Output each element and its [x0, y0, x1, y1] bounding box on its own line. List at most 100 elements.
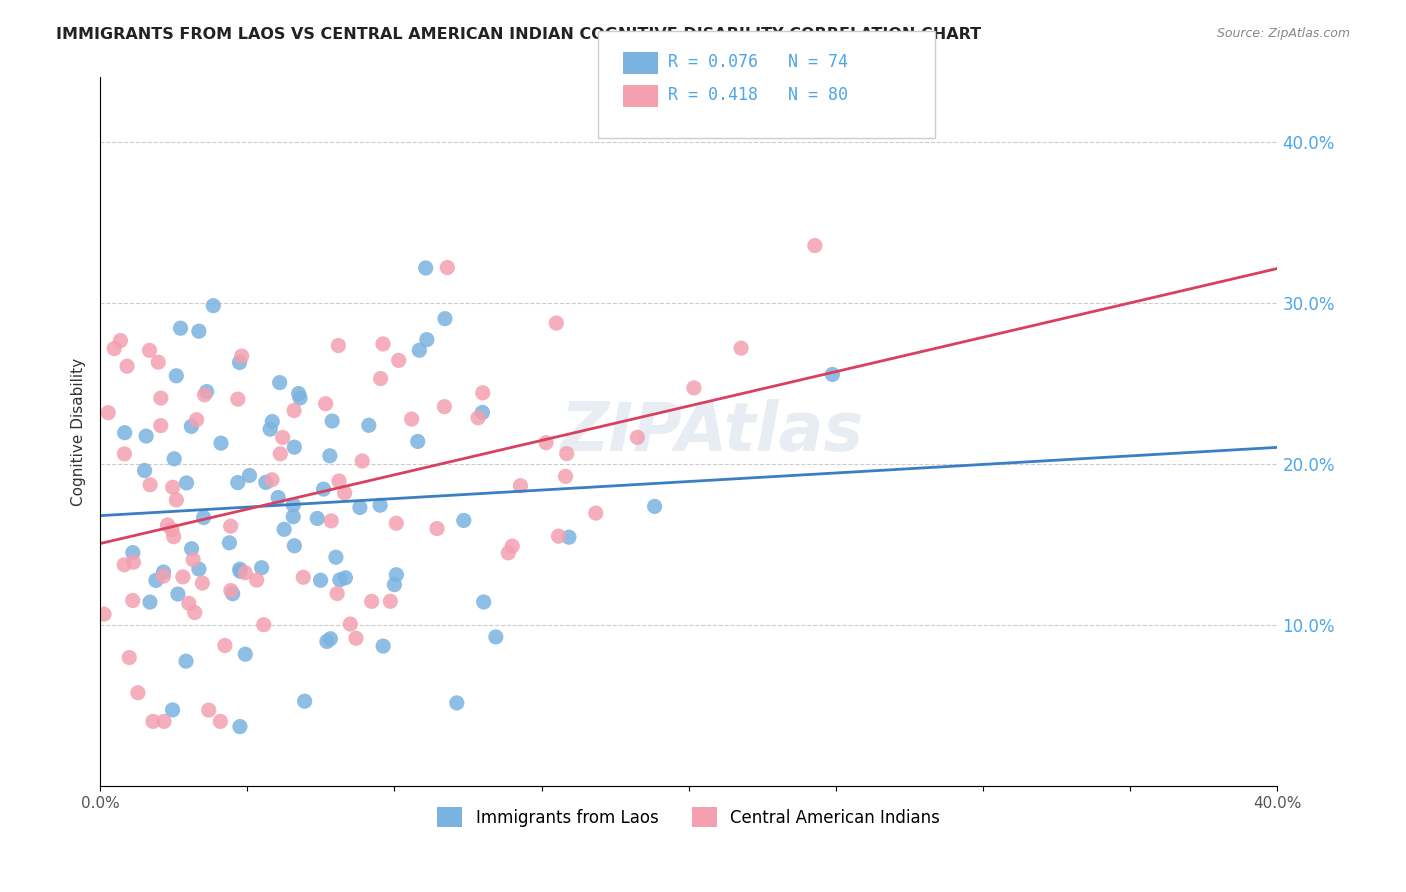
Point: [373, 639, 395, 653]
Point: [283, 440, 305, 454]
Point: [121, 546, 143, 560]
Point: [226, 475, 249, 490]
Point: [153, 714, 176, 729]
Point: [172, 570, 194, 584]
Point: [229, 720, 252, 734]
Point: [472, 595, 495, 609]
Point: [233, 566, 256, 580]
Point: [558, 530, 581, 544]
Y-axis label: Cognitive Disability: Cognitive Disability: [72, 358, 86, 506]
Point: [436, 260, 458, 275]
Point: [139, 595, 162, 609]
Point: [176, 475, 198, 490]
Point: [229, 562, 252, 576]
Point: [149, 418, 172, 433]
Point: [329, 573, 352, 587]
Point: [262, 415, 284, 429]
Point: [228, 355, 250, 369]
Point: [238, 468, 260, 483]
Point: [97, 406, 120, 420]
Point: [197, 703, 219, 717]
Point: [139, 477, 162, 491]
Point: [626, 430, 648, 444]
Point: [187, 562, 209, 576]
Point: [388, 353, 411, 368]
Point: [218, 535, 240, 549]
Point: [181, 552, 204, 566]
Point: [283, 403, 305, 417]
Point: [112, 558, 135, 572]
Point: [269, 447, 291, 461]
Point: [288, 391, 311, 405]
Point: [134, 463, 156, 477]
Point: [138, 343, 160, 358]
Text: Source: ZipAtlas.com: Source: ZipAtlas.com: [1216, 27, 1350, 40]
Text: IMMIGRANTS FROM LAOS VS CENTRAL AMERICAN INDIAN COGNITIVE DISABILITY CORRELATION: IMMIGRANTS FROM LAOS VS CENTRAL AMERICAN…: [56, 27, 981, 42]
Point: [163, 530, 186, 544]
Point: [547, 529, 569, 543]
Point: [380, 594, 402, 608]
Point: [416, 333, 439, 347]
Point: [352, 454, 374, 468]
Point: [319, 449, 342, 463]
Point: [328, 474, 350, 488]
Point: [467, 410, 489, 425]
Point: [534, 435, 557, 450]
Point: [231, 349, 253, 363]
Point: [344, 632, 367, 646]
Point: [183, 606, 205, 620]
Point: [160, 523, 183, 537]
Point: [167, 587, 190, 601]
Point: [180, 419, 202, 434]
Point: [269, 376, 291, 390]
Point: [385, 516, 408, 531]
Point: [321, 414, 343, 428]
Point: [316, 634, 339, 648]
Point: [148, 355, 170, 369]
Point: [804, 238, 827, 252]
Point: [335, 571, 357, 585]
Point: [127, 686, 149, 700]
Point: [152, 569, 174, 583]
Point: [142, 714, 165, 729]
Point: [415, 260, 437, 275]
Point: [135, 429, 157, 443]
Point: [401, 412, 423, 426]
Point: [501, 539, 523, 553]
Point: [114, 447, 136, 461]
Point: [283, 539, 305, 553]
Point: [202, 299, 225, 313]
Point: [730, 341, 752, 355]
Point: [156, 518, 179, 533]
Point: [406, 434, 429, 449]
Point: [554, 469, 576, 483]
Point: [222, 587, 245, 601]
Point: [294, 694, 316, 708]
Point: [292, 570, 315, 584]
Point: [114, 425, 136, 440]
Legend: Immigrants from Laos, Central American Indians: Immigrants from Laos, Central American I…: [430, 800, 946, 834]
Point: [233, 647, 256, 661]
Point: [644, 500, 666, 514]
Point: [408, 343, 430, 358]
Point: [385, 567, 408, 582]
Point: [471, 385, 494, 400]
Point: [259, 422, 281, 436]
Point: [485, 630, 508, 644]
Point: [360, 594, 382, 608]
Point: [209, 436, 232, 450]
Point: [246, 573, 269, 587]
Point: [271, 430, 294, 444]
Point: [165, 492, 187, 507]
Point: [162, 480, 184, 494]
Point: [585, 506, 607, 520]
Point: [555, 447, 578, 461]
Point: [433, 311, 456, 326]
Point: [219, 519, 242, 533]
Point: [273, 522, 295, 536]
Point: [371, 337, 394, 351]
Point: [177, 596, 200, 610]
Point: [186, 413, 208, 427]
Point: [325, 550, 347, 565]
Point: [226, 392, 249, 406]
